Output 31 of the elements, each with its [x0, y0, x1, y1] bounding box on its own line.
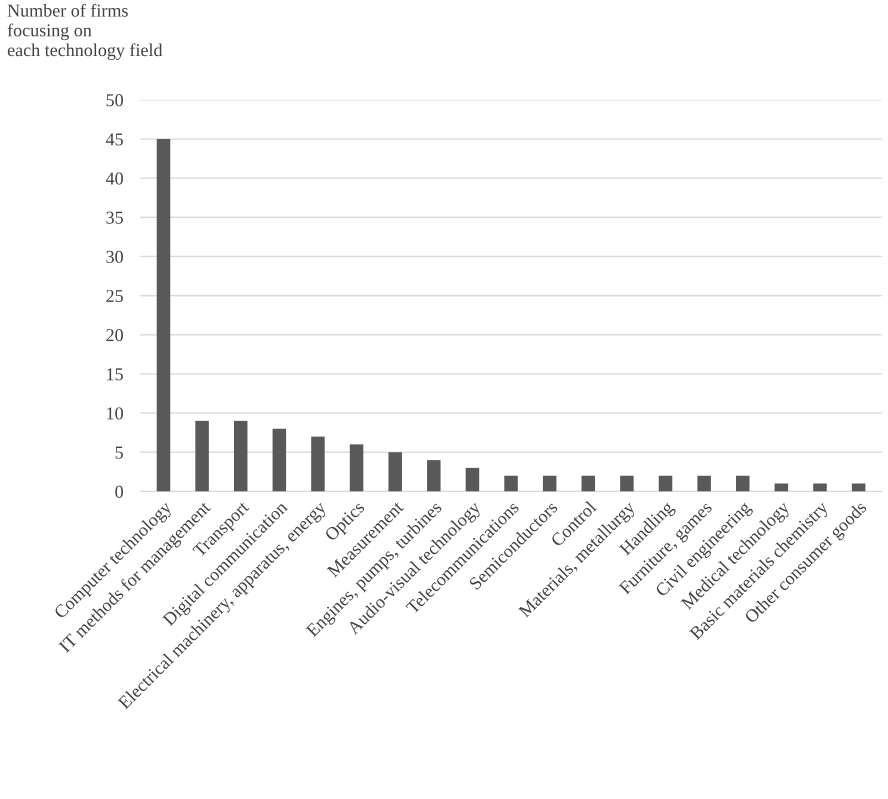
- bar: [156, 139, 170, 492]
- bar: [466, 468, 480, 492]
- bar: [736, 476, 750, 492]
- bar: [272, 428, 286, 492]
- y-tick-label: 30: [106, 250, 123, 263]
- y-tick-label: 20: [106, 329, 123, 342]
- bar: [234, 420, 248, 492]
- y-tick-label: 10: [107, 407, 123, 420]
- bar: [427, 460, 441, 492]
- bar: [813, 484, 827, 492]
- bar: [195, 420, 209, 492]
- bar: [311, 436, 325, 492]
- bar: [504, 476, 518, 492]
- y-tick-label: 40: [106, 172, 123, 185]
- y-tick-label: 5: [116, 446, 123, 459]
- bar: [620, 476, 634, 492]
- bar: [542, 476, 556, 492]
- y-tick-label: 35: [106, 212, 123, 224]
- bar: [697, 476, 711, 492]
- y-axis-title: Number of firms focusing on each technology field: [8, 4, 162, 60]
- y-tick-label: 25: [106, 290, 123, 302]
- bar: [658, 476, 672, 492]
- bar: [388, 452, 402, 492]
- bar: [582, 476, 596, 492]
- bar: [774, 484, 788, 492]
- bar: [852, 484, 866, 492]
- y-tick-label: 45: [106, 133, 123, 146]
- y-tick-label: 0: [115, 486, 123, 498]
- bar: [350, 444, 364, 492]
- y-tick-label: 50: [106, 94, 123, 106]
- y-tick-label: 15: [107, 368, 123, 380]
